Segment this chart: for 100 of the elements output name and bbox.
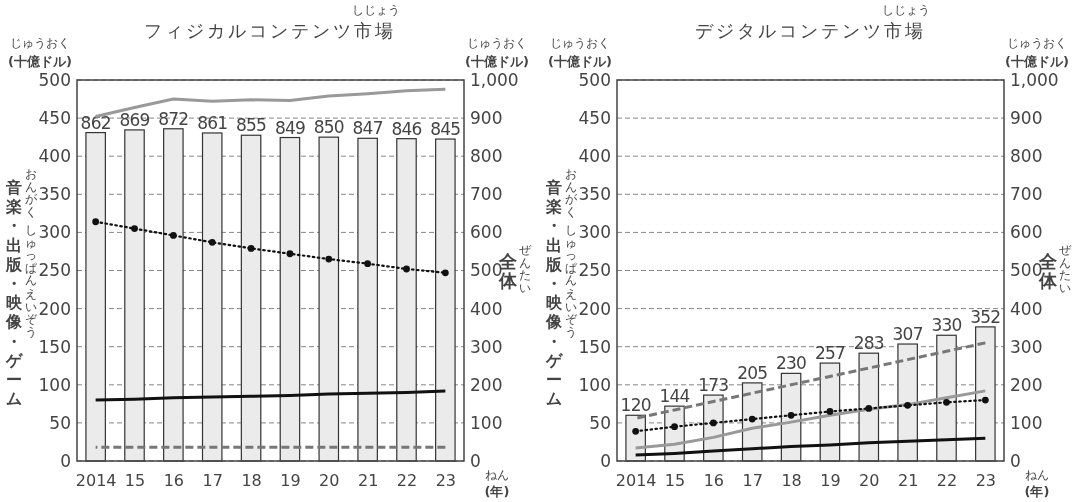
text: (年) <box>484 484 510 499</box>
text: じゅうおく <box>1007 36 1067 50</box>
data-label: 846 <box>391 118 422 139</box>
y2-tick-label: 900 <box>1010 108 1043 129</box>
bar <box>858 352 880 462</box>
point <box>671 423 678 431</box>
x-tick-label: 23 <box>435 471 457 491</box>
point <box>208 238 216 246</box>
text: しじょう <box>881 3 930 17</box>
y2-tick-label: 300 <box>1010 336 1043 357</box>
point <box>325 255 333 263</box>
y-tick-label: 200 <box>578 298 611 319</box>
data-label: 847 <box>352 118 383 139</box>
point <box>787 411 795 419</box>
y2-tick-label: 800 <box>470 146 503 167</box>
bar <box>975 326 996 462</box>
text: じゅうおく <box>467 36 527 50</box>
y2-tick-label: 600 <box>470 222 503 243</box>
text: ぜんたい <box>519 243 532 295</box>
y-tick-label: 300 <box>578 222 611 243</box>
point <box>904 401 912 409</box>
y2-tick-label: 700 <box>1010 184 1043 205</box>
y2-tick-label: 200 <box>470 374 503 395</box>
text: 音楽・出版・映像・ゲーム <box>546 178 562 409</box>
data-label: 850 <box>313 117 344 138</box>
data-label: 872 <box>158 108 189 129</box>
text: おんがく <box>25 167 38 219</box>
x-tick-label: 2014 <box>615 471 657 491</box>
point <box>403 265 410 273</box>
x-tick-label: 22 <box>936 471 958 491</box>
y-tick-label: 350 <box>578 184 611 205</box>
y-tick-label: 0 <box>600 450 611 471</box>
x-tick-label: 19 <box>820 471 841 491</box>
data-label: 283 <box>853 333 884 354</box>
text: ぜんたい <box>1059 243 1072 295</box>
text: ねん <box>1025 468 1049 482</box>
point <box>441 269 449 277</box>
point <box>131 225 138 232</box>
data-label: 855 <box>236 115 267 136</box>
y-tick-label: 50 <box>49 412 71 433</box>
y2-tick-label: 100 <box>1010 412 1043 433</box>
point <box>981 396 989 404</box>
text: じゅうおく <box>10 36 70 50</box>
x-tick-label: 18 <box>781 471 802 491</box>
y-tick-label: 100 <box>38 374 71 395</box>
point <box>169 232 177 239</box>
text: (年) <box>1024 484 1050 499</box>
y2-tick-label: 400 <box>1010 298 1043 319</box>
point <box>709 419 717 427</box>
bar <box>819 362 841 462</box>
y2-tick-label: 600 <box>1010 222 1043 243</box>
data-label: 861 <box>197 112 228 133</box>
data-label: 849 <box>274 117 305 138</box>
point <box>364 260 372 268</box>
text: しゅっぱん <box>25 223 37 287</box>
point <box>826 408 834 415</box>
y2-tick-label: 300 <box>470 336 503 357</box>
data-label: 352 <box>970 306 1001 327</box>
x-tick-label: 21 <box>897 471 919 491</box>
bar <box>897 343 918 462</box>
x-tick-label: 16 <box>163 471 185 491</box>
y2-tick-label: 0 <box>470 450 481 471</box>
y2-tick-label: 0 <box>1010 450 1021 471</box>
point <box>943 398 950 406</box>
point <box>247 245 255 252</box>
y-tick-label: 250 <box>38 260 71 281</box>
text: ねん <box>485 468 509 482</box>
y-tick-label: 150 <box>578 336 611 357</box>
x-tick-label: 21 <box>357 471 379 491</box>
y-tick-label: 400 <box>38 146 71 167</box>
x-tick-label: 17 <box>742 471 763 491</box>
text: えいぞう <box>565 287 578 339</box>
data-label: 307 <box>892 324 923 345</box>
data-label: 330 <box>931 315 962 336</box>
y2-tick-label: 900 <box>470 108 503 129</box>
y-tick-label: 100 <box>578 374 611 395</box>
y2-tick-label: 1,000 <box>1010 69 1059 90</box>
point <box>865 405 873 412</box>
x-tick-label: 19 <box>280 471 301 491</box>
y-tick-label: 50 <box>589 412 611 433</box>
x-tick-label: 17 <box>202 471 223 491</box>
y2-tick-label: 1,000 <box>470 69 519 90</box>
chart-title: フィジカルコンテンツ市場 <box>144 20 396 41</box>
y-tick-label: 150 <box>38 336 71 357</box>
x-tick-label: 20 <box>319 471 340 491</box>
y2-tick-label: 100 <box>470 412 503 433</box>
bar <box>936 334 957 462</box>
y-tick-label: 450 <box>578 108 611 129</box>
x-tick-label: 22 <box>396 471 418 491</box>
x-tick-label: 23 <box>975 471 997 491</box>
data-label: 862 <box>80 112 111 133</box>
data-label: 869 <box>119 109 150 130</box>
text: (十億ドル) <box>548 54 612 69</box>
y-tick-label: 450 <box>38 108 71 129</box>
y2-tick-label: 800 <box>1010 146 1043 167</box>
text: しじょう <box>352 3 400 17</box>
point <box>632 427 640 435</box>
x-tick-label: 16 <box>703 471 725 491</box>
line-series <box>94 389 447 402</box>
text: しゅっぱん <box>565 223 577 287</box>
